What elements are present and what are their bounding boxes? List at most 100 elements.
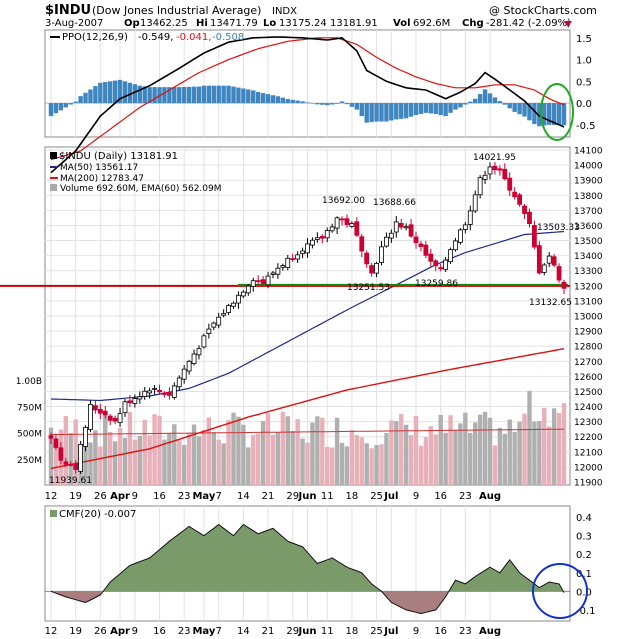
volume-bar [295,419,300,485]
candle-body [532,225,537,248]
volume-bar [369,448,374,485]
annotation-low-1: 13251.53 [347,283,390,293]
ppo-histogram-bar [463,103,468,105]
price-ytick-label: 13200 [574,282,603,292]
ppo-hist-value: -0.508 [212,32,244,43]
cmf-positive-area [51,524,564,592]
candle-body [428,253,434,262]
ppo-histogram-bar [359,103,364,117]
volume-bar [251,435,256,485]
ppo-histogram-bar [162,87,167,104]
volume-bar [463,412,468,485]
ppo-histogram-bar [260,93,266,104]
candle-body [176,377,182,388]
ppo-histogram-bar [88,89,93,104]
ppo-histogram-bar [532,103,537,125]
candle-body [181,368,187,380]
cmf-xtick-label: 16 [434,626,447,637]
cmf-xtick-label: Jun [298,626,317,637]
ppo-histogram-bar [177,87,182,104]
ppo-histogram-bar [300,101,305,104]
ppo-histogram-bar [107,81,113,104]
volume-bar [157,415,162,485]
price-ytick-label: 11900 [574,478,603,488]
volume-bar [359,437,364,485]
price-xtick-label: 29 [286,491,299,502]
volume-bar [551,408,557,485]
candle-body [107,415,113,421]
ppo-histogram-bar [295,100,300,104]
candle-body [334,217,340,229]
volume-bar [172,424,177,485]
volume-bar [103,412,108,485]
volume-ytick-label: 1.00B [16,377,42,387]
volume-bar [127,412,133,485]
ppo-histogram-bar [112,80,118,104]
ppo-histogram-bar [418,103,424,114]
volume-bar [226,420,231,485]
cmf-ytick-label: 0.1 [576,569,592,580]
price-xtick-label: 7 [216,491,222,502]
volume-bar [477,414,483,485]
volume-bar [73,419,78,485]
volume-bar [537,421,542,485]
volume-bar [48,427,54,485]
annotation-high-1: 13692.00 [322,196,365,206]
cmf-xtick-label: 29 [286,626,299,637]
annotation-low-2: 13259.86 [415,279,458,289]
ppo-histogram-bar [369,103,374,123]
candle-body [344,218,350,225]
volume-bar [196,436,202,485]
candle-body [393,221,399,233]
price-legend-swatch [50,152,57,159]
volume-bar [98,446,103,485]
candle-body [102,410,108,416]
candle-body [285,257,291,268]
ppo-histogram-bar [53,103,59,114]
cmf-xtick-label: 9 [413,626,419,637]
candle-body [398,223,404,228]
volume-bar [492,445,498,485]
cmf-xtick-label: 19 [69,626,82,637]
cmf-xtick-label: 11 [321,626,334,637]
ppo-histogram-bar [221,85,226,104]
price-ytick-label: 13400 [574,252,603,262]
volume-bar [468,432,473,485]
volume-bar [532,421,537,485]
cmf-ytick-label: 0.2 [576,550,592,561]
candle-body [324,230,330,239]
ppo-histogram-bar [487,93,493,104]
ppo-ytick-label: 1.5 [576,34,592,45]
cmf-xtick-label: 23 [459,626,472,637]
ppo-histogram-bar [142,86,147,104]
ppo-histogram-bar [433,103,438,114]
ppo-histogram-bar [551,103,557,125]
volume-bar [122,437,128,485]
down-arrow-icon [564,21,572,27]
candle-body [191,353,197,364]
ppo-histogram-bar [482,89,488,104]
ppo-histogram-bar [216,85,221,104]
volume-ytick-label: 500M [17,430,42,440]
candle-body [236,294,241,304]
candle-body [265,275,271,286]
candle-body [319,236,325,239]
candle-body [92,405,98,411]
volume-bar [132,439,138,485]
volume-bar [512,431,517,485]
candle-body [413,236,419,244]
ppo-histogram-bar [241,88,246,104]
candle-body [122,401,128,414]
price-xtick-label: 23 [178,491,191,502]
volume-bar [339,442,345,485]
ppo-histogram-bar [320,103,325,105]
ppo-histogram-bar [285,99,290,104]
price-ytick-label: 13500 [574,237,603,247]
ppo-histogram-bar [502,103,508,105]
ppo-histogram-bar [413,103,419,116]
ppo-histogram-bar [556,103,562,126]
ppo-histogram-bar [93,86,98,104]
cmf-xtick-label: 21 [262,626,275,637]
candle-body [418,243,424,247]
